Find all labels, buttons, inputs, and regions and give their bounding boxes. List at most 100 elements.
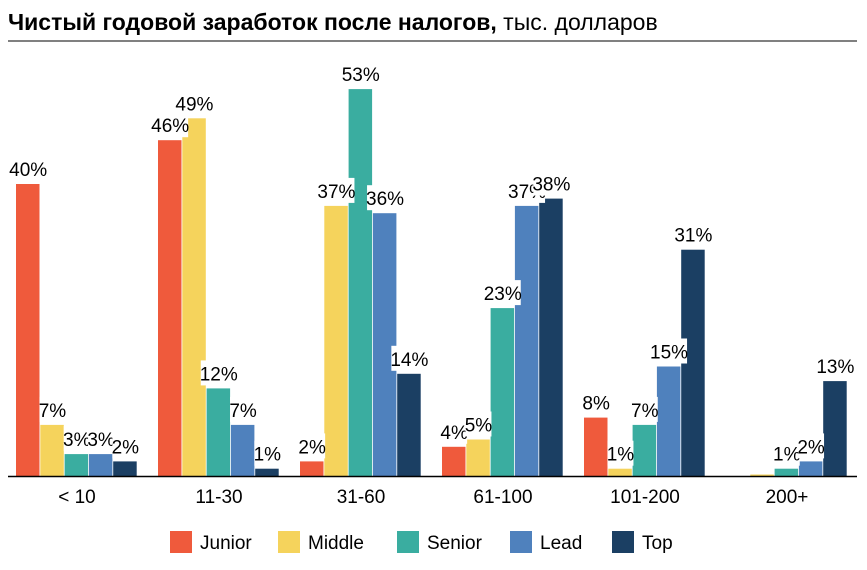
data-label-bg <box>230 396 257 422</box>
data-label-bg <box>651 338 688 364</box>
data-label-bg <box>675 221 712 247</box>
legend-swatch-senior <box>397 531 419 553</box>
data-label-lead-1: 7% <box>229 401 257 422</box>
chart-title-rest: тыс. долларов <box>497 9 658 35</box>
legend-swatch-junior <box>170 531 192 553</box>
data-label-senior-1: 12% <box>200 364 238 385</box>
bars-layer <box>16 89 847 477</box>
data-label-junior-4: 8% <box>582 394 610 415</box>
bar-senior-3 <box>490 308 515 476</box>
data-label-bg <box>484 280 521 306</box>
legend-swatch-middle <box>278 531 300 553</box>
data-label-bg <box>39 396 66 422</box>
data-label-bg <box>465 411 492 437</box>
bar-lead-4 <box>656 366 681 476</box>
bar-middle-3 <box>466 439 490 476</box>
data-label-junior-1: 46% <box>151 116 189 137</box>
data-label-senior-4: 7% <box>631 401 659 422</box>
data-label-bg <box>583 389 610 415</box>
bar-top-4 <box>681 249 705 476</box>
bar-middle-0 <box>40 424 64 476</box>
bar-junior-1 <box>158 140 182 476</box>
bar-top-5 <box>823 381 847 476</box>
data-label-bg <box>798 433 825 459</box>
bar-top-3 <box>539 198 563 476</box>
legend-label-lead: Lead <box>540 533 582 554</box>
legend-label-senior: Senior <box>427 533 483 554</box>
data-label-bg <box>299 433 326 459</box>
bar-junior-3 <box>442 446 466 476</box>
chart-title-bold: Чистый годовой заработок после налогов, <box>8 9 497 35</box>
bar-lead-1 <box>230 424 255 476</box>
x-tick-label: 61-100 <box>473 487 532 508</box>
data-label-top-2: 14% <box>390 350 428 371</box>
data-label-bg <box>63 426 90 452</box>
data-label-bg <box>342 61 379 87</box>
data-label-senior-2: 53% <box>342 65 380 86</box>
bar-junior-2 <box>300 461 324 476</box>
data-label-middle-4: 1% <box>607 445 635 466</box>
x-tick-label: 200+ <box>766 487 809 508</box>
bar-lead-0 <box>88 454 113 476</box>
data-label-bg <box>318 177 355 203</box>
data-label-middle-3: 5% <box>465 416 493 437</box>
data-label-lead-2: 36% <box>366 189 404 210</box>
data-label-senior-0: 3% <box>63 430 91 451</box>
data-label-bg <box>88 426 115 452</box>
bar-lead-5 <box>798 461 823 476</box>
bar-top-2 <box>397 373 421 476</box>
data-label-senior-5: 1% <box>773 445 801 466</box>
data-label-bg <box>254 440 281 466</box>
data-label-middle-1: 49% <box>175 94 213 115</box>
legend-label-junior: Junior <box>200 533 252 554</box>
data-label-bg <box>773 440 800 466</box>
bar-top-0 <box>113 461 137 476</box>
bar-lead-2 <box>372 213 397 476</box>
data-label-top-4: 31% <box>674 226 712 247</box>
data-label-top-3: 38% <box>532 175 570 196</box>
data-label-top-5: 13% <box>816 357 854 378</box>
data-label-middle-2: 37% <box>317 182 355 203</box>
x-tick-label: 101-200 <box>610 487 680 508</box>
bar-senior-2 <box>348 89 373 476</box>
bar-senior-1 <box>206 388 231 476</box>
data-label-bg <box>441 418 468 444</box>
data-label-senior-3: 23% <box>484 284 522 305</box>
data-label-bg <box>607 440 634 466</box>
data-label-junior-3: 4% <box>440 423 468 444</box>
data-label-bg <box>10 156 47 181</box>
chart-title: Чистый годовой заработок после налогов, … <box>8 9 658 35</box>
x-tick-label: 11-30 <box>195 487 242 508</box>
bar-middle-4 <box>608 468 632 476</box>
data-label-bg <box>112 433 139 459</box>
bar-middle-2 <box>324 205 348 476</box>
data-label-bg <box>391 345 428 371</box>
x-tick-label: < 10 <box>58 487 96 508</box>
bar-middle-5 <box>750 474 774 476</box>
x-tick-label: 31-60 <box>337 487 386 508</box>
data-label-top-0: 2% <box>112 437 140 458</box>
bar-top-1 <box>255 468 279 476</box>
legend-swatch-top <box>612 531 634 553</box>
x-tick-labels: < 10 11-30 31-60 61-100 101-200 200+ <box>58 487 808 508</box>
legend-label-middle: Middle <box>308 533 364 554</box>
legend-label-top: Top <box>642 533 673 554</box>
legend-swatch-lead <box>510 531 532 553</box>
data-label-bg <box>176 90 213 116</box>
data-label-bg <box>533 170 570 196</box>
data-label-junior-0: 40% <box>9 160 47 181</box>
data-label-lead-0: 3% <box>87 430 115 451</box>
bar-middle-1 <box>182 118 206 477</box>
bar-junior-4 <box>584 417 608 476</box>
data-labels-layer: 40%7%3%3%2%46%49%12%7%1% 2%37%53%36%14%4%… <box>9 61 854 466</box>
data-label-lead-4: 15% <box>650 343 688 364</box>
data-label-lead-5: 2% <box>797 437 825 458</box>
data-label-bg <box>817 353 854 379</box>
bar-junior-0 <box>16 184 40 476</box>
data-label-middle-0: 7% <box>39 401 67 422</box>
data-label-bg <box>152 112 189 138</box>
data-label-top-1: 1% <box>254 445 282 466</box>
legend: Junior Middle Senior Lead Top <box>170 531 673 554</box>
data-label-bg <box>367 185 404 211</box>
